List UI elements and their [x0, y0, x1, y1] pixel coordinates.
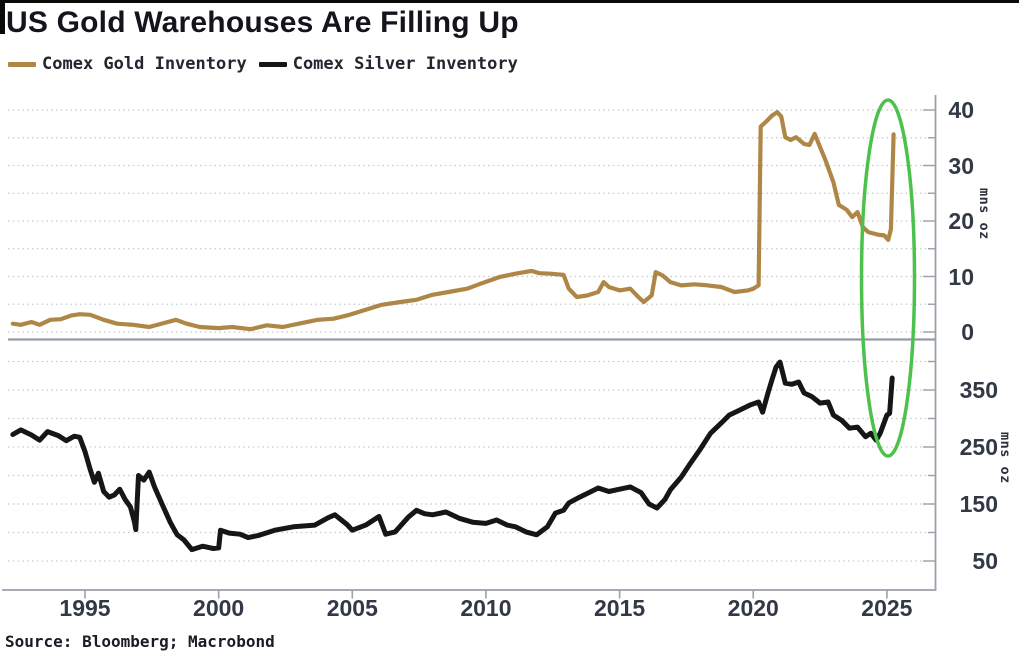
x-tick-label: 2005	[326, 595, 378, 621]
y-axis-unit-bottom: mns oz	[997, 432, 1013, 484]
window-edge-artifact	[0, 0, 5, 34]
x-tick-label: 2025	[861, 595, 913, 621]
highlight-ellipse	[859, 98, 917, 458]
x-tick-label: 2000	[193, 595, 245, 621]
y-tick-label-top: 40	[948, 97, 974, 123]
x-tick-label: 2015	[594, 595, 646, 621]
legend-label-silver: Comex Silver Inventory	[292, 54, 518, 74]
y-tick-label-top: 20	[948, 208, 974, 234]
silver-inventory-line	[10, 359, 895, 553]
legend-item-gold: Comex Gold Inventory	[8, 54, 247, 74]
window-top-border	[0, 0, 1019, 3]
y-tick-label-bottom: 150	[959, 491, 998, 517]
chart-legend: Comex Gold Inventory Comex Silver Invent…	[8, 52, 530, 76]
y-tick-label-bottom: 250	[959, 434, 998, 460]
legend-item-silver: Comex Silver Inventory	[258, 54, 518, 74]
y-tick-label-top: 30	[948, 152, 974, 179]
gold-inventory-line	[10, 110, 896, 332]
chart-title: US Gold Warehouses Are Filling Up	[6, 6, 519, 39]
y-axis-unit-top: mns oz	[976, 188, 992, 240]
y-tick-label-top: 10	[948, 263, 974, 290]
legend-label-gold: Comex Gold Inventory	[42, 54, 247, 74]
x-tick-label: 1995	[59, 595, 111, 621]
gold-line-swatch-icon	[8, 61, 36, 67]
silver-line-swatch-icon	[258, 61, 287, 67]
x-tick-label: 2020	[727, 595, 779, 621]
y-tick-label-top: 0	[961, 319, 974, 345]
x-tick-label: 2010	[460, 595, 512, 621]
source-note: Source: Bloomberg; Macrobond	[5, 632, 275, 651]
y-tick-label-bottom: 350	[959, 377, 998, 403]
y-tick-label-bottom: 50	[972, 548, 998, 574]
